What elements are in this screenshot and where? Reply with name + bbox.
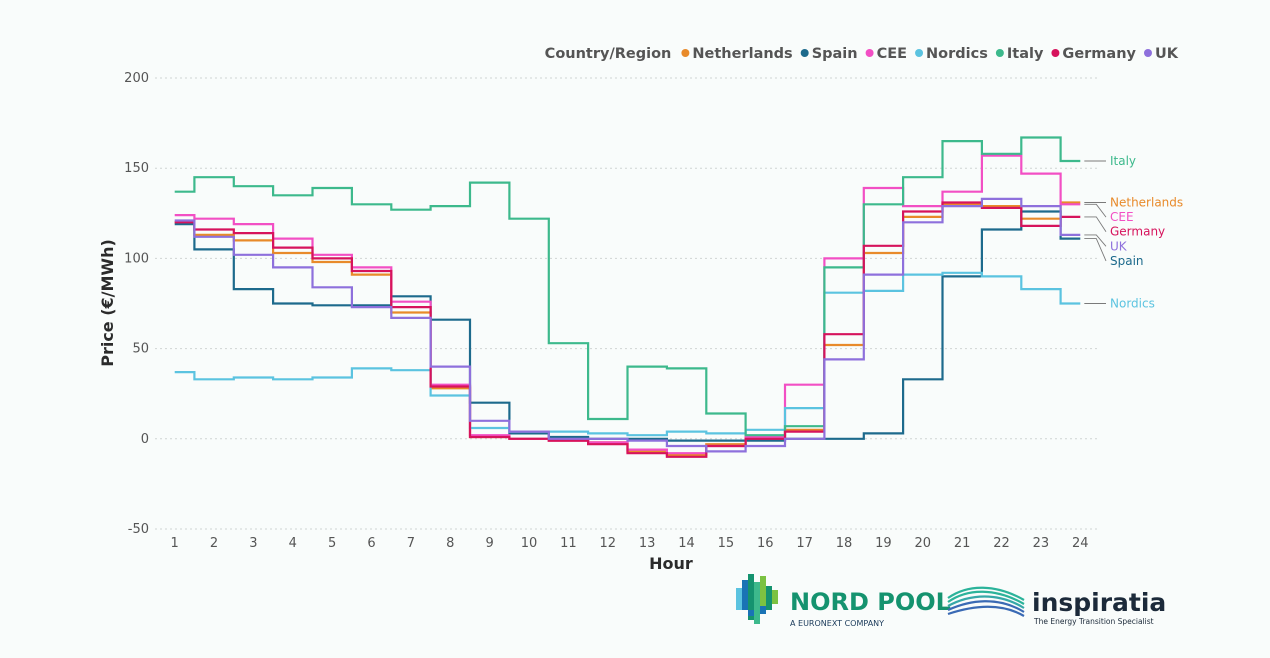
legend-item-netherlands: Netherlands xyxy=(692,46,792,62)
y-axis: -50 0 50 100 150 200 xyxy=(124,71,149,537)
nordpool-logo-mark xyxy=(736,574,778,624)
legend-swatch-italy xyxy=(995,49,1004,57)
inspiratia-logo: inspiratia The Energy Transition Special… xyxy=(947,586,1166,626)
x-tick-label: 20 xyxy=(915,536,932,551)
nordpool-logo-name: NORD POOL xyxy=(790,588,951,616)
x-axis-title: Hour xyxy=(649,554,693,573)
x-tick-label: 9 xyxy=(486,536,494,551)
legend-swatch-uk xyxy=(1143,49,1152,57)
x-tick-label: 2 xyxy=(210,536,218,551)
end-label-nordics: Nordics xyxy=(1110,297,1155,311)
x-axis: 1 2 3 4 5 6 7 8 9 10 11 12 13 14 15 16 17 18 19 20 21 22 23 24 xyxy=(171,536,1089,551)
x-tick-label: 19 xyxy=(875,536,892,551)
inspiratia-logo-mark xyxy=(947,586,1025,617)
nordpool-logo-subtitle: A EURONEXT COMPANY xyxy=(790,619,884,628)
x-tick-label: 6 xyxy=(367,536,375,551)
x-tick-label: 24 xyxy=(1072,536,1089,551)
y-tick-label: -50 xyxy=(128,522,149,537)
x-tick-label: 14 xyxy=(678,536,695,551)
legend-title: Country/Region xyxy=(545,46,672,62)
y-tick-label: 100 xyxy=(124,251,149,266)
y-tick-label: 150 xyxy=(124,161,149,176)
end-label-leader xyxy=(1084,203,1107,218)
x-tick-label: 11 xyxy=(560,536,577,551)
legend-swatch-netherlands xyxy=(681,49,690,57)
end-label-leader xyxy=(1084,234,1107,247)
x-tick-label: 23 xyxy=(1033,536,1050,551)
series-line-uk xyxy=(174,197,1081,453)
legend-item-nordics: Nordics xyxy=(926,46,988,62)
x-tick-label: 22 xyxy=(993,536,1010,551)
legend-swatch-cee xyxy=(865,49,874,57)
legend-item-spain: Spain xyxy=(812,46,858,62)
legend-swatch-nordics xyxy=(915,49,924,57)
x-tick-label: 17 xyxy=(796,536,813,551)
end-label-cee: CEE xyxy=(1110,210,1134,224)
x-tick-label: 13 xyxy=(639,536,656,551)
y-tick-label: 50 xyxy=(132,342,149,357)
x-tick-label: 16 xyxy=(757,536,774,551)
end-label-italy: Italy xyxy=(1110,154,1136,168)
end-label-germany: Germany xyxy=(1110,225,1165,239)
x-tick-label: 5 xyxy=(328,536,336,551)
y-tick-label: 200 xyxy=(124,71,149,86)
x-tick-label: 8 xyxy=(446,536,454,551)
inspiratia-logo-subtitle: The Energy Transition Specialist xyxy=(1033,617,1154,626)
legend-item-uk: UK xyxy=(1155,46,1179,62)
series-line-italy xyxy=(174,136,1081,437)
end-label-spain: Spain xyxy=(1110,254,1144,268)
end-label-uk: UK xyxy=(1110,239,1128,253)
y-axis-title: Price (€/MWh) xyxy=(98,239,117,367)
legend-item-italy: Italy xyxy=(1007,46,1044,62)
series-lines xyxy=(174,136,1081,458)
x-tick-label: 1 xyxy=(171,536,179,551)
y-tick-label: 0 xyxy=(141,432,149,447)
end-label-leader xyxy=(1084,216,1107,232)
legend-item-germany: Germany xyxy=(1062,46,1136,62)
x-tick-label: 15 xyxy=(718,536,735,551)
inspiratia-logo-name: inspiratia xyxy=(1032,588,1166,617)
nordpool-logo: NORD POOL A EURONEXT COMPANY xyxy=(736,574,951,628)
legend-swatch-germany xyxy=(1051,49,1060,57)
x-tick-label: 12 xyxy=(600,536,617,551)
series-line-nordics xyxy=(174,271,1081,437)
x-tick-label: 18 xyxy=(836,536,853,551)
x-tick-label: 4 xyxy=(289,536,297,551)
legend-swatch-spain xyxy=(800,49,809,57)
x-tick-label: 3 xyxy=(249,536,257,551)
x-tick-label: 21 xyxy=(954,536,971,551)
end-label-netherlands: Netherlands xyxy=(1110,195,1183,209)
legend-item-cee: CEE xyxy=(877,46,907,62)
x-tick-label: 10 xyxy=(521,536,538,551)
x-tick-label: 7 xyxy=(407,536,415,551)
legend: Country/Region Netherlands Spain CEE Nordics… xyxy=(545,46,1179,62)
end-label-leader xyxy=(1084,238,1107,262)
